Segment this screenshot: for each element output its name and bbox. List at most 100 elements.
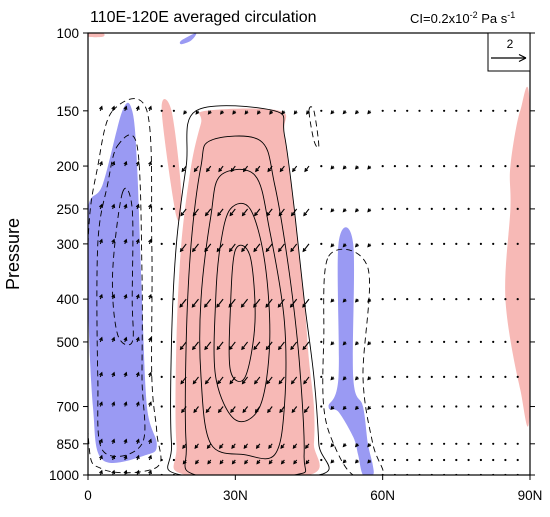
wind-vector (302, 341, 310, 350)
y-tick-label: 1000 (49, 468, 79, 483)
wind-vector (393, 298, 396, 301)
positive-contour-line (228, 244, 256, 382)
wind-vector (320, 442, 323, 445)
wind-vector (455, 207, 458, 210)
wind-vector-head (206, 444, 211, 450)
negative-shading (88, 102, 157, 463)
y-tick-label: 700 (56, 400, 79, 415)
wind-vector (443, 458, 446, 462)
wind-vector (253, 298, 261, 308)
wind-vector-head (99, 160, 103, 166)
negative-shading (179, 33, 197, 45)
wind-vector (443, 340, 446, 343)
wind-vector-head (253, 346, 258, 351)
wind-vector-head (205, 409, 210, 414)
reference-vector-label: 2 (507, 37, 514, 51)
wind-vector (430, 458, 433, 462)
wind-vector (218, 406, 224, 413)
wind-vector (160, 442, 163, 445)
wind-vector (172, 298, 175, 301)
wind-vector-head (330, 376, 335, 381)
wind-vector (467, 340, 470, 343)
wind-vector-head (280, 460, 285, 465)
wind-vector (172, 165, 175, 168)
wind-vector (430, 165, 433, 168)
wind-vector (467, 405, 470, 408)
y-tick-label: 300 (56, 237, 79, 252)
wind-vector-head (216, 303, 221, 308)
wind-vector (393, 405, 396, 408)
wind-vector (430, 207, 433, 210)
wind-vector (254, 208, 261, 216)
wind-vector-head (182, 460, 187, 465)
wind-vector (516, 340, 519, 343)
wind-vector-head (135, 469, 140, 475)
wind-vector-head (179, 248, 184, 253)
wind-vector (467, 242, 470, 245)
wind-vector-head (277, 303, 282, 308)
wind-vector-head (228, 248, 233, 253)
wind-vector-head (148, 293, 152, 299)
wind-vector (455, 458, 458, 462)
wind-vector (381, 207, 384, 210)
wind-vector-head (241, 346, 246, 351)
wind-vector-head (342, 376, 347, 381)
wind-vector (265, 341, 273, 350)
wind-vector (160, 109, 163, 112)
wind-vector-head (192, 212, 197, 217)
wind-vector (160, 165, 163, 168)
wind-vector-head (265, 303, 270, 308)
wind-vector (172, 109, 175, 112)
wind-vector (216, 341, 224, 350)
wind-vector-head (330, 459, 335, 464)
wind-vector (381, 109, 384, 112)
wind-vector-head (148, 401, 152, 406)
wind-vector-head (204, 248, 209, 253)
wind-vector (406, 298, 409, 301)
wind-vector (265, 243, 273, 252)
wind-vector-head (367, 376, 372, 381)
wind-vector (172, 405, 175, 408)
wind-vector-head (232, 110, 237, 115)
wind-vector (381, 340, 384, 343)
wind-vector (278, 376, 285, 384)
wind-vector (430, 375, 433, 378)
y-tick-label: 850 (56, 437, 79, 452)
wind-vector-head (180, 212, 185, 217)
wind-vector (193, 406, 199, 413)
wind-vector (504, 375, 507, 378)
wind-vector-head (278, 212, 283, 217)
wind-vector (479, 109, 482, 112)
wind-vector (516, 109, 519, 112)
wind-vector (492, 298, 495, 301)
wind-vector-head (354, 376, 359, 381)
wind-vector-head (342, 208, 347, 213)
wind-vector-head (330, 443, 335, 448)
wind-vector (216, 243, 224, 252)
wind-vector (418, 340, 421, 343)
wind-vector-head (330, 243, 335, 248)
contour-interval-label: CI=0.2x10-2 Pa s-1 (410, 10, 515, 26)
wind-vector (304, 406, 310, 413)
wind-vector (467, 458, 470, 462)
wind-vector (455, 340, 458, 343)
wind-vector-head (279, 409, 284, 414)
wind-vector-head (193, 168, 198, 173)
y-tick-label: 100 (56, 26, 79, 41)
wind-vector-head (148, 105, 152, 110)
wind-vector-head (291, 409, 296, 414)
wind-vector (205, 376, 212, 384)
wind-vector-head (265, 346, 270, 351)
wind-vector-head (206, 168, 210, 173)
wind-vector-head (367, 405, 372, 411)
wind-vector (253, 243, 261, 252)
wind-vector-head (123, 454, 128, 460)
wind-vector (443, 165, 446, 168)
vector-layer (99, 105, 519, 475)
wind-vector-head (231, 444, 236, 450)
wind-vector (504, 165, 507, 168)
wind-vector (467, 442, 470, 445)
wind-vector (277, 298, 285, 308)
wind-vector (406, 242, 409, 245)
wind-vector (406, 375, 409, 378)
